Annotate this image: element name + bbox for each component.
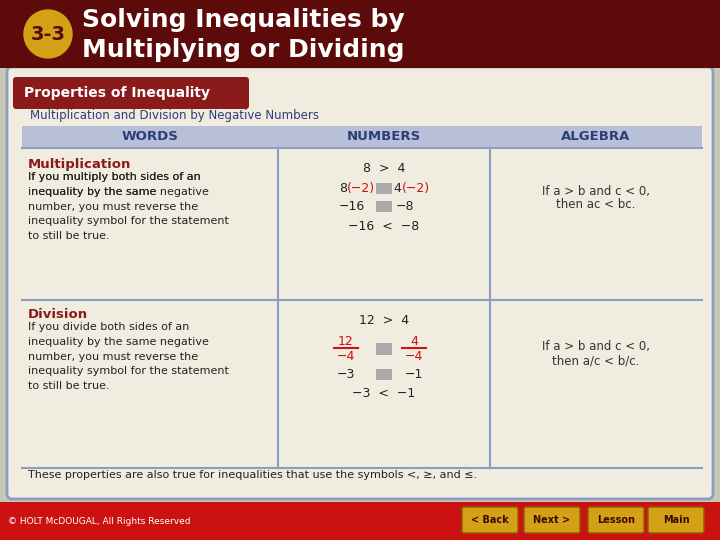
Text: −3  <  −1: −3 < −1 [352,387,415,400]
Text: < Back: < Back [471,515,509,525]
Text: 4: 4 [410,335,418,348]
Bar [0,0,720,68]
Bar [0,502,720,540]
Bar [376,369,392,380]
Text: Multiplication: Multiplication [28,158,131,171]
Text: then ac < bc.: then ac < bc. [557,198,636,211]
FancyBboxPatch shape [13,77,249,109]
FancyBboxPatch shape [462,507,518,533]
Text: then a/c < b/c.: then a/c < b/c. [552,355,639,368]
Text: ALGEBRA: ALGEBRA [562,131,631,144]
Text: 12: 12 [338,335,354,348]
Text: (−2): (−2) [402,182,430,195]
Text: 4: 4 [394,182,406,195]
Text: −16: −16 [339,200,365,213]
Bar [376,183,392,194]
Text: Division: Division [28,308,88,321]
Bar [376,343,392,355]
Bar [376,201,392,212]
Text: Solving Inequalities by: Solving Inequalities by [82,8,405,32]
Text: −8: −8 [396,200,415,213]
Text: −4: −4 [405,350,423,363]
Text: If you multiply both sides of an
inequality by the same negative
number, you mus: If you multiply both sides of an inequal… [28,172,229,241]
Bar [22,126,278,148]
Text: 12  >  4: 12 > 4 [359,314,409,327]
Text: −1: −1 [405,368,423,381]
FancyBboxPatch shape [524,507,580,533]
Text: Main: Main [662,515,689,525]
Text: −16  <  −8: −16 < −8 [348,220,420,233]
Text: Multiplication and Division by Negative Numbers: Multiplication and Division by Negative … [30,110,319,123]
Text: Properties of Inequality: Properties of Inequality [24,86,210,100]
Text: Next >: Next > [534,515,570,525]
FancyBboxPatch shape [7,67,713,499]
Text: 8  >  4: 8 > 4 [363,162,405,175]
Bar [278,126,490,148]
Text: −4: −4 [337,350,355,363]
Text: 3-3: 3-3 [30,24,66,44]
Text: −3: −3 [337,368,355,381]
Text: These properties are also true for inequalities that use the symbols <, ≥, and ≤: These properties are also true for inequ… [28,470,477,480]
Text: (−2): (−2) [347,182,375,195]
FancyBboxPatch shape [648,507,704,533]
Bar [490,126,702,148]
Text: Lesson: Lesson [597,515,635,525]
Circle shape [24,10,72,58]
Text: WORDS: WORDS [122,131,179,144]
Text: If a > b and c < 0,: If a > b and c < 0, [542,340,650,353]
Text: NUMBERS: NUMBERS [347,131,421,144]
Text: If you multiply both sides of an
inequality by the same: If you multiply both sides of an inequal… [28,172,201,197]
Text: © HOLT McDOUGAL, All Rights Reserved: © HOLT McDOUGAL, All Rights Reserved [8,516,191,525]
FancyBboxPatch shape [588,507,644,533]
Text: 8: 8 [339,182,347,195]
Text: If you multiply both sides of an
inequality by the same negative: If you multiply both sides of an inequal… [28,172,209,197]
Text: If a > b and c < 0,: If a > b and c < 0, [542,185,650,198]
Text: If you divide both sides of an
inequality by the same negative
number, you must : If you divide both sides of an inequalit… [28,322,229,391]
Text: Multiplying or Dividing: Multiplying or Dividing [82,38,405,62]
